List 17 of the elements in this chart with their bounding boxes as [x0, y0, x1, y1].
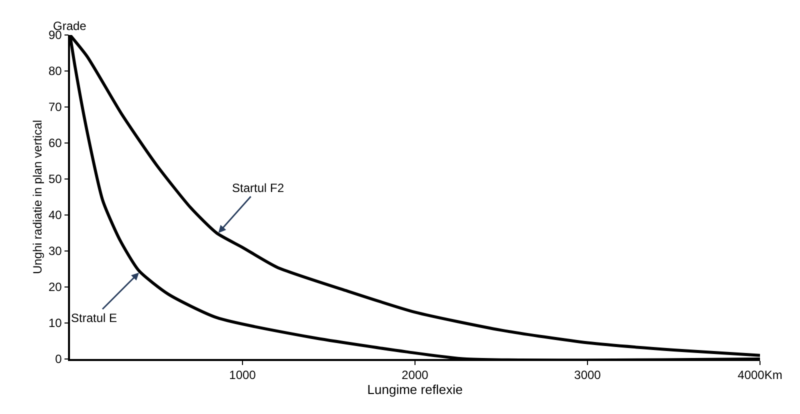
x-tick-label: 3000 — [574, 368, 602, 382]
x-tick-label: 2000 — [402, 368, 429, 382]
y-tick-label: 40 — [48, 208, 62, 222]
y-tick-label: 50 — [48, 172, 62, 186]
y-tick-label: 60 — [48, 136, 62, 150]
y-tick-label: 30 — [48, 244, 62, 258]
x-tick-label: 4000Km — [738, 368, 782, 382]
annotation: Startul F2 — [232, 181, 284, 195]
y-tick-label: 20 — [48, 280, 62, 294]
y-tick-label: 10 — [48, 316, 62, 330]
x-tick-label: 1000 — [229, 368, 256, 382]
y-axis-title: Unghi radiatie in plan vertical — [30, 120, 44, 274]
y-tick-label: 0 — [55, 352, 62, 366]
y-tick-label: 70 — [48, 100, 62, 114]
annotation: Stratul E — [71, 311, 118, 325]
y-tick-label: 80 — [48, 64, 62, 78]
x-axis-title: Lungime reflexie — [367, 382, 463, 398]
